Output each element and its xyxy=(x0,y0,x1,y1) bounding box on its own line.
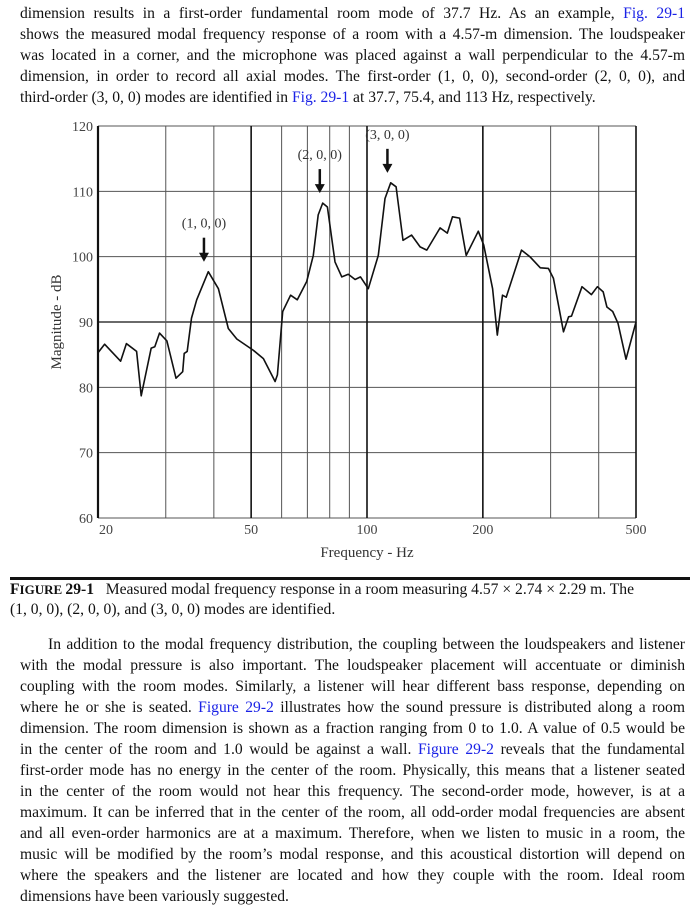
text-segment: where the speakers and the listener are … xyxy=(20,867,685,884)
text-line: shows the measured modal frequency respo… xyxy=(20,24,685,45)
y-tick-label: 120 xyxy=(72,120,93,135)
y-tick-labels: 60 70 80 90 100 110 120 xyxy=(72,120,93,527)
y-tick-label: 70 xyxy=(79,447,93,462)
text-line: dimension. The room dimension is shown a… xyxy=(20,718,685,739)
x-tick-label: 50 xyxy=(244,523,258,538)
text-line: third-order (3, 0, 0) modes are identifi… xyxy=(20,87,685,108)
y-axis-label: Magnitude - dB xyxy=(49,275,65,370)
figure-link[interactable]: Fig. 29-1 xyxy=(623,5,685,22)
figure-caption: FIGURE 29-1 Measured modal frequency res… xyxy=(10,580,680,620)
text-segment: coupling with the room modes. Similarly,… xyxy=(20,678,685,695)
y-tick-label: 110 xyxy=(73,185,93,200)
frequency-response-chart: 60 70 80 90 100 110 120 20 50 100 200 500 (1, 0, 0… xyxy=(49,120,647,561)
mode-label: (3, 0, 0) xyxy=(365,128,410,143)
text-segment: illustrates how the sound pressure is di… xyxy=(273,699,685,716)
y-tick-label: 60 xyxy=(79,512,93,527)
x-tick-label: 100 xyxy=(357,523,378,538)
text-line: in the center of the room would not hear… xyxy=(20,781,685,802)
text-segment: was located in a corner, and the microph… xyxy=(20,47,685,64)
text-line: with the modal pressure is also importan… xyxy=(20,655,685,676)
text-segment: dimension results in a first-order funda… xyxy=(20,5,624,22)
caption-label: FIGURE 29-1 xyxy=(10,581,94,598)
y-tick-label: 90 xyxy=(79,316,93,331)
text-segment: dimensions have been variously suggested… xyxy=(20,888,289,905)
bottom-paragraph: In addition to the modal frequency distr… xyxy=(20,634,685,907)
x-axis-label: Frequency - Hz xyxy=(320,545,414,561)
text-segment: third-order (3, 0, 0) modes are identifi… xyxy=(20,89,292,106)
text-line: coupling with the room modes. Similarly,… xyxy=(20,676,685,697)
x-tick-labels: 20 50 100 200 500 xyxy=(99,523,647,538)
arrow-head-icon xyxy=(198,252,209,262)
figure-link[interactable]: Figure 29-2 xyxy=(198,699,274,716)
text-segment: music will be modified by the room’s mod… xyxy=(20,846,685,863)
text-line: In addition to the modal frequency distr… xyxy=(20,634,685,655)
caption-rule xyxy=(10,577,690,580)
mode-label: (1, 0, 0) xyxy=(182,217,227,232)
text-line: where he or she is seated. Figure 29-2 i… xyxy=(20,697,685,718)
text-segment: dimension. The room dimension is shown a… xyxy=(20,720,685,737)
text-segment: and all even-order harmonics are at a ma… xyxy=(20,825,685,842)
text-line: in the center of the room and 1.0 would … xyxy=(20,739,685,760)
figure-link[interactable]: Figure 29-2 xyxy=(418,741,494,758)
top-paragraph: dimension results in a first-order funda… xyxy=(20,3,685,108)
text-segment: reveals that the fundamental xyxy=(493,741,685,758)
text-segment: with the modal pressure is also importan… xyxy=(20,657,685,674)
figure-link[interactable]: Fig. 29-1 xyxy=(291,89,350,106)
text-line: and all even-order harmonics are at a ma… xyxy=(20,823,685,844)
text-line: where the speakers and the listener are … xyxy=(20,865,685,886)
x-tick-label: 500 xyxy=(626,523,647,538)
grid xyxy=(96,125,637,519)
text-line: dimensions have been variously suggested… xyxy=(20,886,685,907)
text-segment: in the center of the room would not hear… xyxy=(20,783,685,800)
text-segment: shows the measured modal frequency respo… xyxy=(20,26,685,43)
text-segment: where he or she is seated. xyxy=(20,699,199,716)
text-segment: at 37.7, 75.4, and 113 Hz, respectively. xyxy=(349,89,596,106)
text-line: dimension results in a first-order funda… xyxy=(20,3,685,24)
mode-annotations: (1, 0, 0) (2, 0, 0) (3, 0, 0) xyxy=(182,128,410,262)
mode-label: (2, 0, 0) xyxy=(298,148,343,163)
text-segment: dimension, in order to record all axial … xyxy=(20,68,685,85)
text-line: was located in a corner, and the microph… xyxy=(20,45,685,66)
text-line: dimension, in order to record all axial … xyxy=(20,66,685,87)
text-segment: in the center of the room and 1.0 would … xyxy=(20,741,418,758)
y-tick-label: 80 xyxy=(79,381,93,396)
x-tick-label: 200 xyxy=(472,523,493,538)
arrow-head-icon xyxy=(382,163,393,173)
text-line: first-order mode has no energy in the ce… xyxy=(20,760,685,781)
text-segment: maximum. It can be inferred that in the … xyxy=(20,804,685,821)
arrow-head-icon xyxy=(314,184,325,194)
caption-text-1: Measured modal frequency response in a r… xyxy=(105,581,635,598)
text-segment: first-order mode has no energy in the ce… xyxy=(20,762,685,779)
text-line: music will be modified by the room’s mod… xyxy=(20,844,685,865)
x-tick-label: 20 xyxy=(99,523,113,538)
series-line xyxy=(97,182,637,397)
text-segment: In addition to the modal frequency distr… xyxy=(48,636,685,653)
caption-text-2: (1, 0, 0), (2, 0, 0), and (3, 0, 0) mode… xyxy=(10,601,336,618)
y-tick-label: 100 xyxy=(72,251,93,266)
text-line: maximum. It can be inferred that in the … xyxy=(20,802,685,823)
